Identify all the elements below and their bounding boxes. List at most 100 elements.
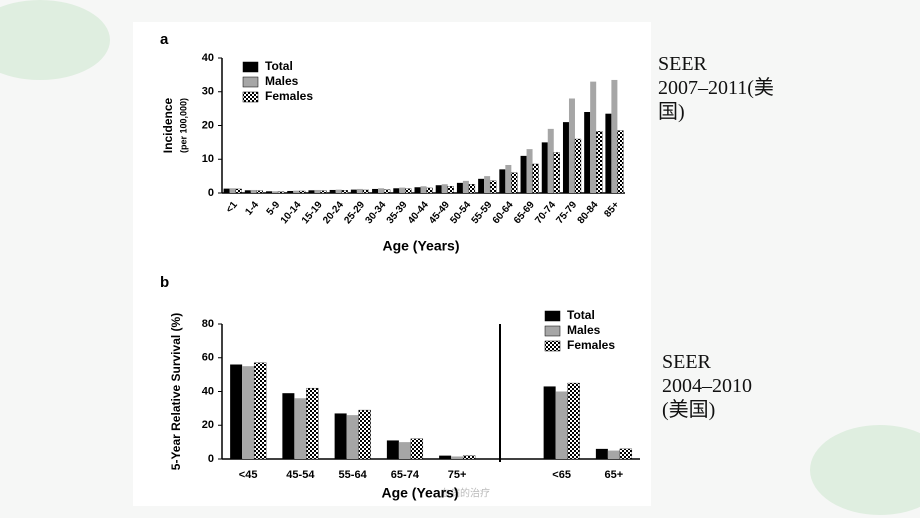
y-tick-label: 20 xyxy=(202,419,214,431)
y-axis-title: Incidence xyxy=(161,98,175,154)
bar xyxy=(266,191,273,193)
legend-swatch xyxy=(242,76,259,88)
bar xyxy=(451,456,464,459)
bar xyxy=(447,186,454,194)
bar xyxy=(499,169,506,193)
bar xyxy=(574,138,582,194)
bar xyxy=(435,185,442,193)
bar xyxy=(478,178,485,193)
x-tick-label: <45 xyxy=(239,469,258,481)
bar xyxy=(335,189,342,193)
bar xyxy=(341,190,348,194)
note: SEER 2004–2010 (美国) xyxy=(662,350,752,422)
leaf-decoration xyxy=(0,0,110,80)
bar xyxy=(378,188,385,193)
y-tick-label: 20 xyxy=(202,119,214,131)
bar xyxy=(223,188,230,193)
bar xyxy=(393,188,400,193)
bar xyxy=(520,155,527,193)
bar xyxy=(590,81,597,193)
bar xyxy=(346,415,359,459)
bar xyxy=(405,188,412,194)
bar xyxy=(562,122,569,193)
legend-swatch xyxy=(544,310,561,322)
bar xyxy=(320,190,327,194)
leaf-decoration xyxy=(810,425,920,515)
bar xyxy=(229,188,236,193)
bar xyxy=(462,455,476,460)
panel-label: a xyxy=(160,31,169,48)
note-line: SEER xyxy=(662,351,711,373)
bar xyxy=(595,448,608,459)
bar xyxy=(568,98,575,193)
legend-label: Total xyxy=(567,308,595,322)
bar xyxy=(617,130,624,194)
bar xyxy=(306,387,319,460)
bar xyxy=(526,149,533,193)
bar xyxy=(420,186,427,193)
bar xyxy=(567,382,580,460)
bar xyxy=(256,190,263,194)
bar xyxy=(253,362,267,460)
bar xyxy=(277,191,285,194)
note-line: (美国) xyxy=(662,399,716,421)
legend-swatch xyxy=(242,91,259,103)
bar xyxy=(607,450,620,459)
note-line: 国) xyxy=(658,101,685,123)
bar xyxy=(611,79,618,193)
bar xyxy=(287,190,294,193)
bar xyxy=(547,128,554,193)
y-tick-label: 10 xyxy=(202,153,214,165)
legend-label: Males xyxy=(265,74,299,88)
bar xyxy=(484,176,491,193)
bar xyxy=(553,152,560,194)
legend-label: Females xyxy=(265,89,313,103)
y-axis-title: 5-Year Relative Survival (%) xyxy=(169,313,183,470)
bar xyxy=(555,391,568,459)
bar xyxy=(489,180,497,194)
legend-label: Females xyxy=(567,338,615,352)
y-axis-subtitle: (per 100,000) xyxy=(178,98,188,153)
bar xyxy=(399,187,406,193)
y-tick-label: 80 xyxy=(202,318,214,330)
bar xyxy=(541,142,548,193)
bar xyxy=(511,172,518,194)
bar xyxy=(244,190,251,193)
x-tick-label: <65 xyxy=(552,469,571,481)
bar xyxy=(605,113,612,193)
x-tick-label: 75+ xyxy=(448,469,467,481)
y-tick-label: 30 xyxy=(202,86,214,98)
x-axis-title: Age (Years) xyxy=(381,485,458,501)
bar xyxy=(314,189,321,193)
bar xyxy=(462,180,469,193)
y-tick-label: 40 xyxy=(202,385,214,397)
x-tick-label: 45-54 xyxy=(286,469,315,481)
x-axis-title: Age (Years) xyxy=(382,238,459,254)
bar xyxy=(334,413,347,459)
bar xyxy=(362,189,370,194)
bar xyxy=(532,163,539,194)
bar xyxy=(358,409,371,460)
bar xyxy=(468,184,476,194)
y-tick-label: 60 xyxy=(202,352,214,364)
note-line: SEER xyxy=(658,53,707,75)
bar xyxy=(235,188,242,194)
y-tick-label: 0 xyxy=(208,187,214,199)
note-line: 2007–2011(美 xyxy=(658,77,774,99)
bar xyxy=(242,366,255,459)
panel-label: b xyxy=(160,274,169,291)
bar xyxy=(398,442,411,459)
y-tick-label: 0 xyxy=(208,453,214,465)
note-line: 2004–2010 xyxy=(662,375,752,397)
bar xyxy=(456,182,463,193)
legend-label: Total xyxy=(265,59,293,73)
bar xyxy=(282,393,295,459)
bar xyxy=(441,184,448,193)
bar xyxy=(543,386,556,459)
bar xyxy=(372,188,379,193)
bar xyxy=(596,131,603,194)
bar xyxy=(414,187,421,193)
bar xyxy=(230,364,243,459)
bar xyxy=(439,455,452,459)
